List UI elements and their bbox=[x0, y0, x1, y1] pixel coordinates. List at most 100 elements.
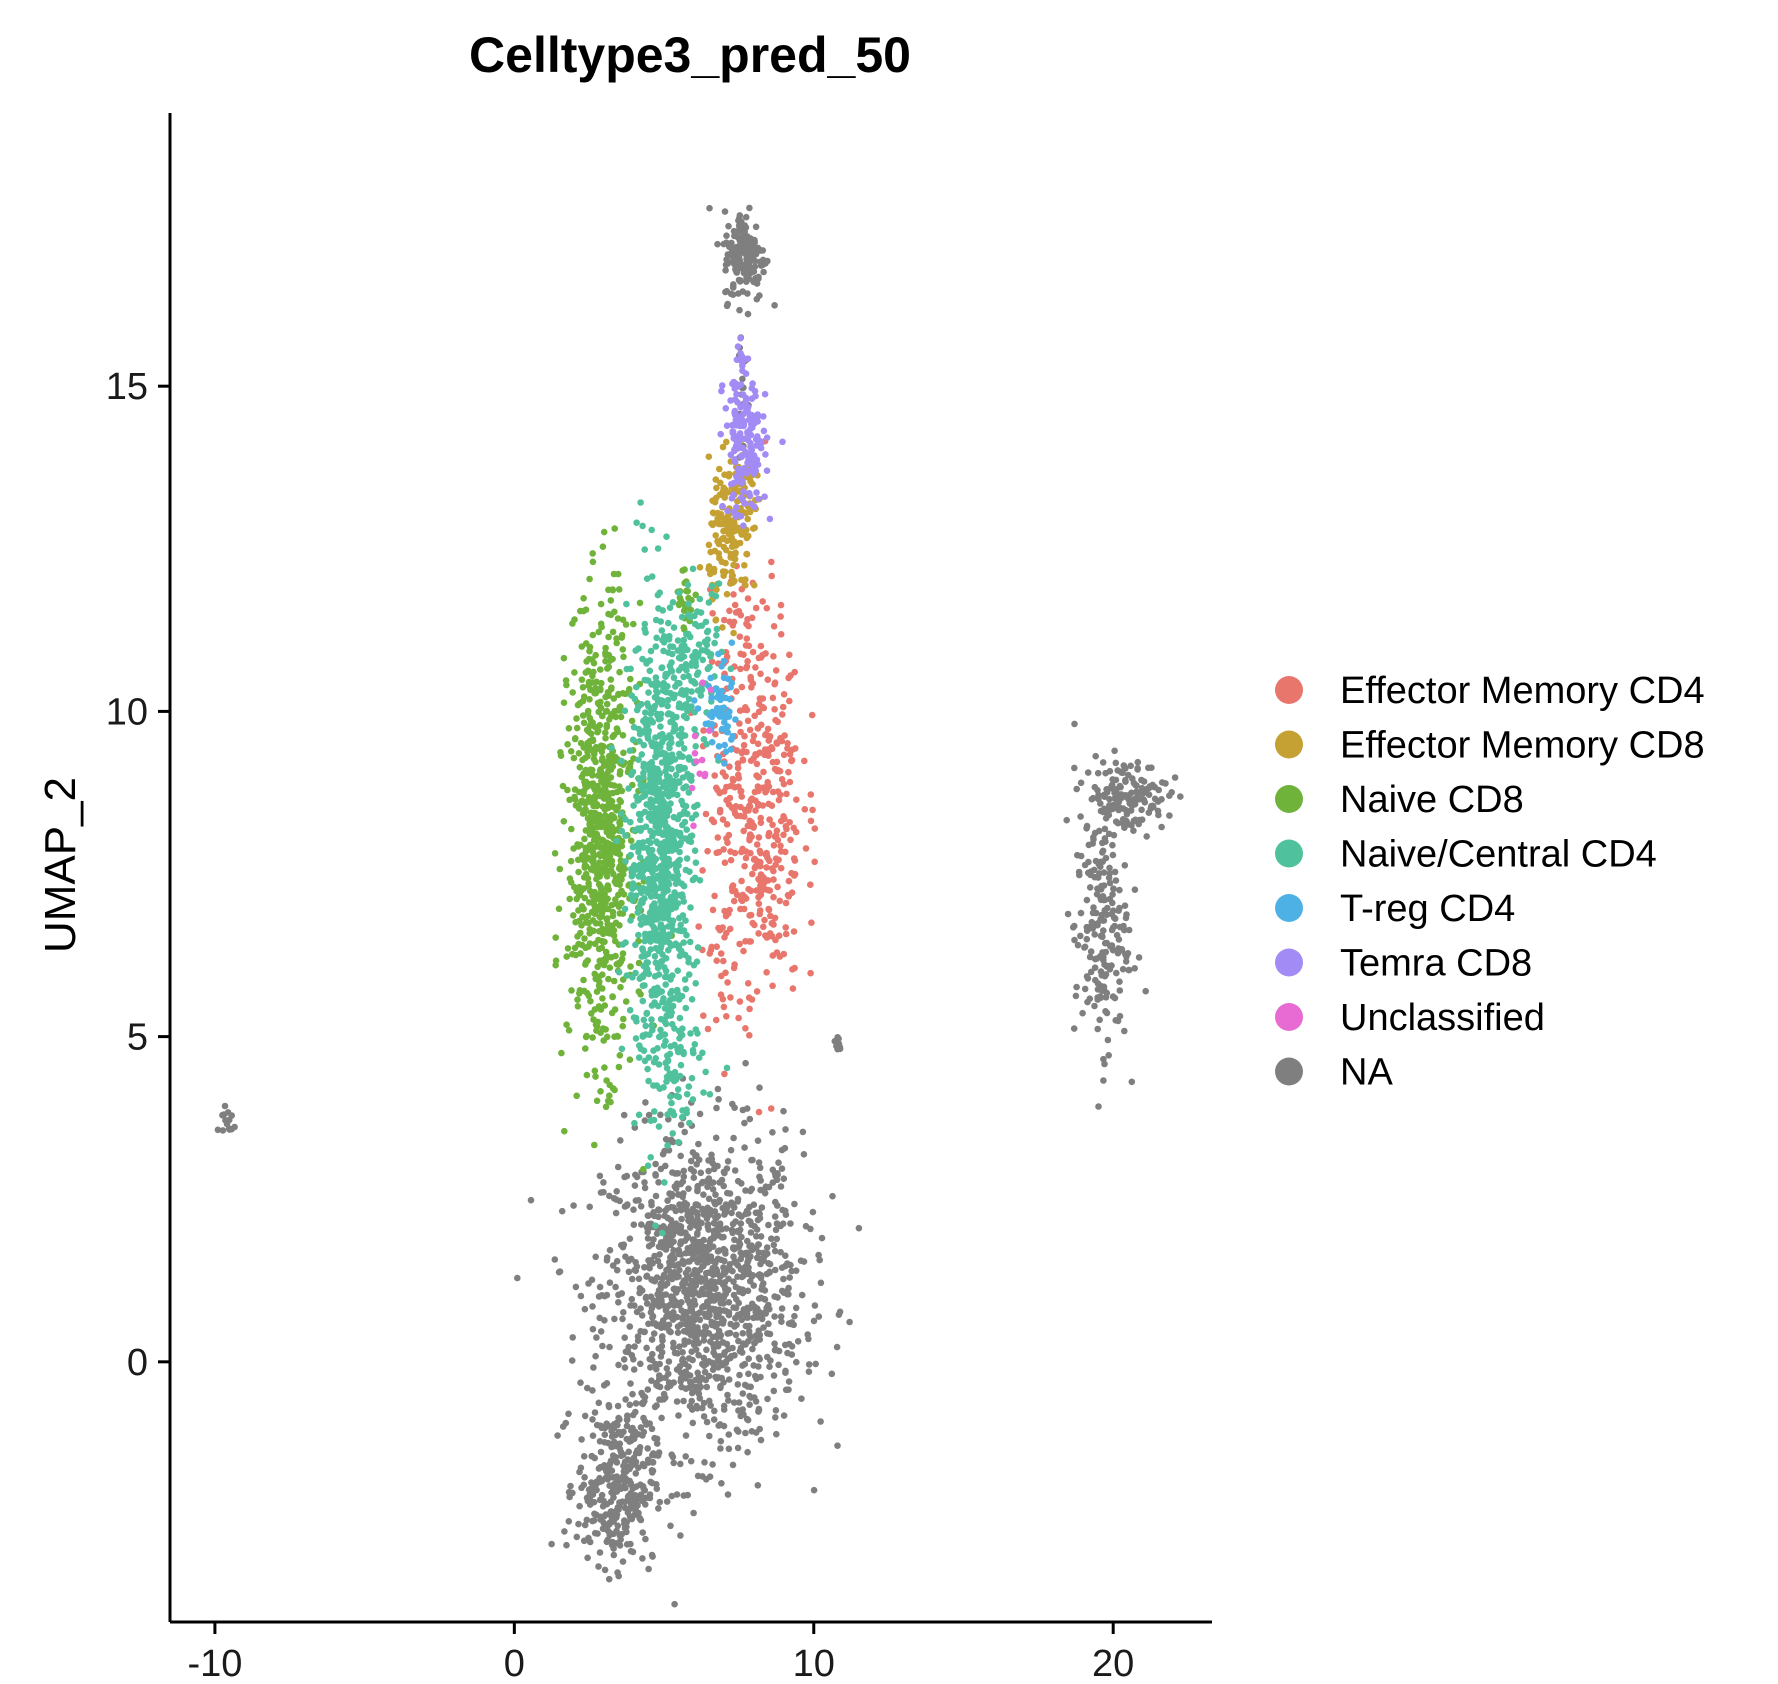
data-point bbox=[723, 1064, 731, 1072]
data-point bbox=[718, 382, 726, 389]
data-point bbox=[688, 1218, 696, 1225]
data-point bbox=[661, 1179, 668, 1186]
data-point bbox=[1100, 808, 1107, 816]
data-point bbox=[1116, 782, 1124, 790]
data-point bbox=[719, 502, 726, 510]
data-point bbox=[761, 746, 769, 753]
data-point bbox=[741, 562, 748, 569]
data-point bbox=[719, 924, 726, 931]
data-point bbox=[691, 1266, 699, 1274]
data-point bbox=[742, 268, 749, 276]
data-point bbox=[591, 1529, 599, 1537]
data-point bbox=[775, 932, 783, 939]
data-point bbox=[774, 883, 781, 891]
data-point bbox=[645, 689, 652, 696]
data-point bbox=[1094, 921, 1101, 929]
data-point bbox=[611, 525, 618, 532]
data-point bbox=[1112, 877, 1120, 884]
data-point bbox=[794, 1338, 802, 1345]
data-point bbox=[745, 489, 753, 497]
data-point bbox=[574, 701, 582, 709]
data-point bbox=[685, 611, 692, 618]
data-point bbox=[818, 1234, 826, 1242]
data-point bbox=[760, 768, 767, 776]
data-point bbox=[660, 1223, 667, 1230]
data-point bbox=[639, 982, 647, 989]
data-point bbox=[595, 628, 602, 636]
data-point bbox=[637, 921, 645, 928]
data-point bbox=[618, 757, 625, 765]
data-point bbox=[1166, 792, 1173, 799]
data-point bbox=[1098, 972, 1106, 979]
data-point bbox=[565, 1027, 573, 1034]
data-point bbox=[567, 857, 575, 865]
data-point bbox=[717, 430, 724, 438]
data-point bbox=[649, 797, 656, 805]
data-point bbox=[674, 647, 681, 654]
data-point bbox=[656, 732, 664, 740]
data-point bbox=[580, 976, 587, 984]
data-point bbox=[709, 610, 716, 617]
data-point bbox=[701, 1275, 709, 1283]
data-point bbox=[611, 1006, 619, 1013]
data-point bbox=[598, 1424, 605, 1432]
data-point bbox=[755, 900, 763, 907]
data-point bbox=[610, 977, 618, 985]
data-point bbox=[724, 300, 731, 308]
data-point bbox=[642, 1099, 649, 1106]
data-point bbox=[606, 716, 613, 723]
data-point bbox=[720, 1233, 727, 1241]
data-point bbox=[640, 1428, 648, 1436]
data-point bbox=[630, 802, 637, 809]
data-point bbox=[597, 666, 604, 673]
data-point bbox=[746, 204, 753, 212]
data-point bbox=[672, 1289, 680, 1296]
data-point bbox=[652, 1222, 659, 1229]
data-point bbox=[650, 705, 657, 713]
data-point bbox=[679, 1257, 686, 1265]
data-point bbox=[1109, 899, 1116, 907]
data-point bbox=[658, 865, 665, 872]
data-point bbox=[740, 262, 748, 269]
data-point bbox=[631, 883, 638, 891]
data-point bbox=[621, 1203, 629, 1210]
data-point bbox=[687, 1282, 694, 1289]
data-point bbox=[629, 1485, 637, 1492]
data-point bbox=[1135, 820, 1142, 828]
data-point bbox=[748, 833, 755, 840]
data-point bbox=[694, 1187, 701, 1195]
data-point bbox=[713, 625, 721, 633]
data-point bbox=[608, 684, 615, 691]
data-point bbox=[786, 1274, 793, 1281]
data-point bbox=[732, 396, 739, 403]
data-point bbox=[643, 1009, 651, 1017]
data-point bbox=[683, 855, 691, 862]
data-point bbox=[669, 1130, 676, 1137]
data-point bbox=[647, 827, 654, 835]
data-point bbox=[765, 737, 773, 744]
data-point bbox=[800, 1151, 808, 1158]
data-point bbox=[1095, 1103, 1102, 1110]
data-point bbox=[687, 704, 695, 711]
data-point bbox=[834, 1034, 841, 1041]
data-point bbox=[750, 525, 757, 532]
data-point bbox=[640, 1462, 648, 1470]
data-point bbox=[781, 815, 788, 823]
data-point bbox=[677, 690, 684, 697]
data-point bbox=[656, 1396, 663, 1403]
data-point bbox=[671, 1077, 678, 1085]
data-point bbox=[669, 1072, 676, 1080]
data-point bbox=[703, 1383, 711, 1391]
data-point bbox=[675, 764, 682, 771]
data-point bbox=[597, 852, 604, 860]
data-point bbox=[602, 1465, 609, 1472]
data-point bbox=[600, 795, 608, 802]
data-point bbox=[680, 607, 688, 614]
data-point bbox=[755, 1241, 762, 1248]
data-point bbox=[652, 1160, 659, 1168]
data-point bbox=[667, 1093, 674, 1100]
data-point bbox=[604, 915, 611, 922]
data-point bbox=[600, 1179, 607, 1186]
data-point bbox=[564, 741, 571, 748]
data-point bbox=[1087, 871, 1094, 879]
